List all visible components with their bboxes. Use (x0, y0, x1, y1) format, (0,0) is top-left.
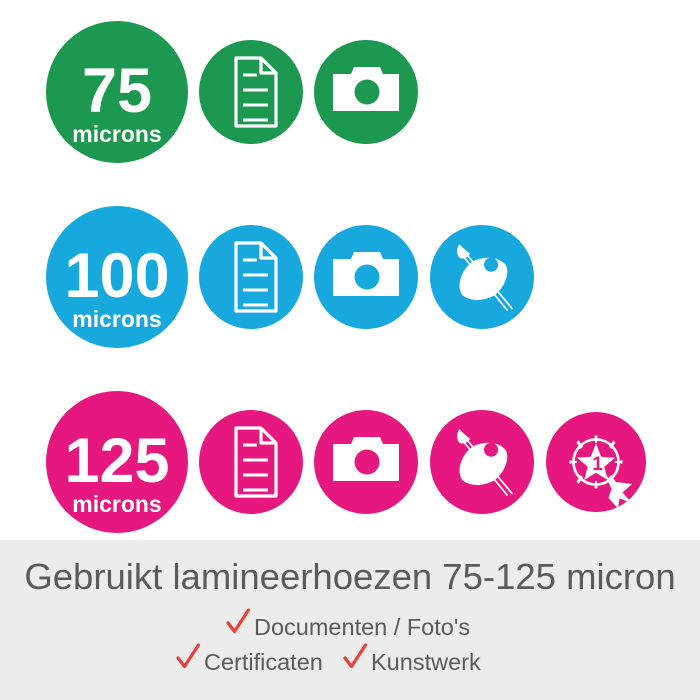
svg-text:microns: microns (72, 306, 161, 332)
svg-text:Kunstwerk: Kunstwerk (371, 649, 481, 675)
svg-text:Gebruikt lamineerhoezen 75-125: Gebruikt lamineerhoezen 75-125 micron (24, 556, 675, 597)
svg-text:microns: microns (72, 121, 161, 147)
svg-text:100: 100 (64, 241, 169, 311)
svg-text:Documenten / Foto's: Documenten / Foto's (254, 614, 470, 640)
svg-text:125: 125 (64, 426, 169, 496)
svg-text:microns: microns (72, 491, 161, 517)
svg-text:Certificaten: Certificaten (204, 649, 323, 675)
svg-text:75: 75 (82, 56, 152, 126)
